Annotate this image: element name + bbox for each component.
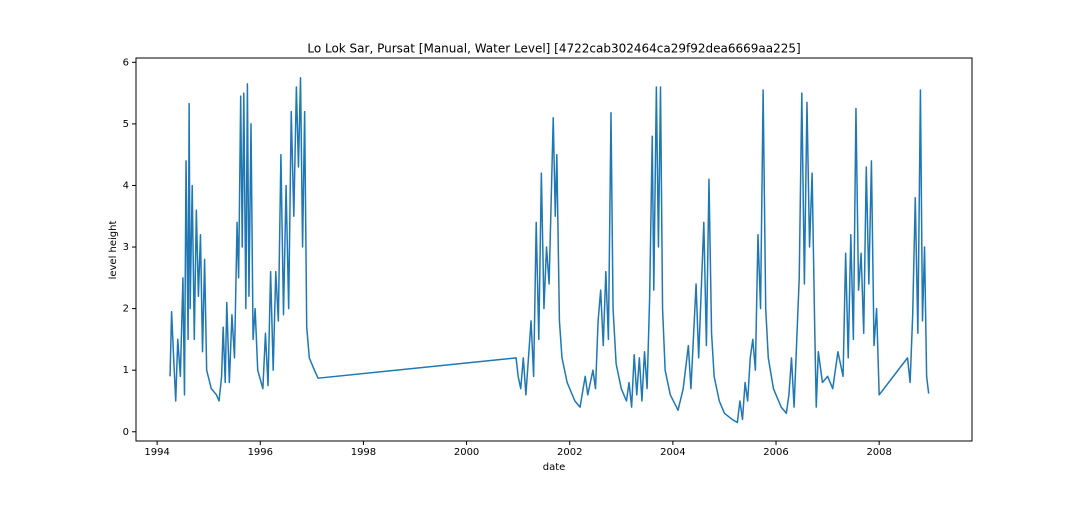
y-tick-label: 2	[123, 304, 129, 315]
y-tick-label: 6	[123, 57, 129, 68]
x-tick-label: 1994	[144, 447, 169, 458]
y-tick-label: 1	[123, 365, 129, 376]
y-tick-label: 5	[123, 119, 129, 130]
x-tick-label: 2002	[557, 447, 582, 458]
x-tick-label: 2000	[454, 447, 479, 458]
x-tick-label: 1998	[351, 447, 376, 458]
y-tick-label: 0	[123, 427, 129, 438]
y-tick-label: 3	[123, 242, 129, 253]
x-tick-label: 2008	[866, 447, 891, 458]
plot-frame	[135, 57, 973, 442]
y-tick-label: 4	[123, 180, 129, 191]
y-axis-label: level height	[108, 221, 119, 280]
chart-title: Lo Lok Sar, Pursat [Manual, Water Level]…	[307, 42, 800, 56]
x-tick-label: 2006	[763, 447, 788, 458]
x-axis-label: date	[543, 462, 566, 473]
x-tick-label: 1996	[248, 447, 273, 458]
x-tick-label: 2004	[660, 447, 685, 458]
data-line	[169, 76, 930, 424]
